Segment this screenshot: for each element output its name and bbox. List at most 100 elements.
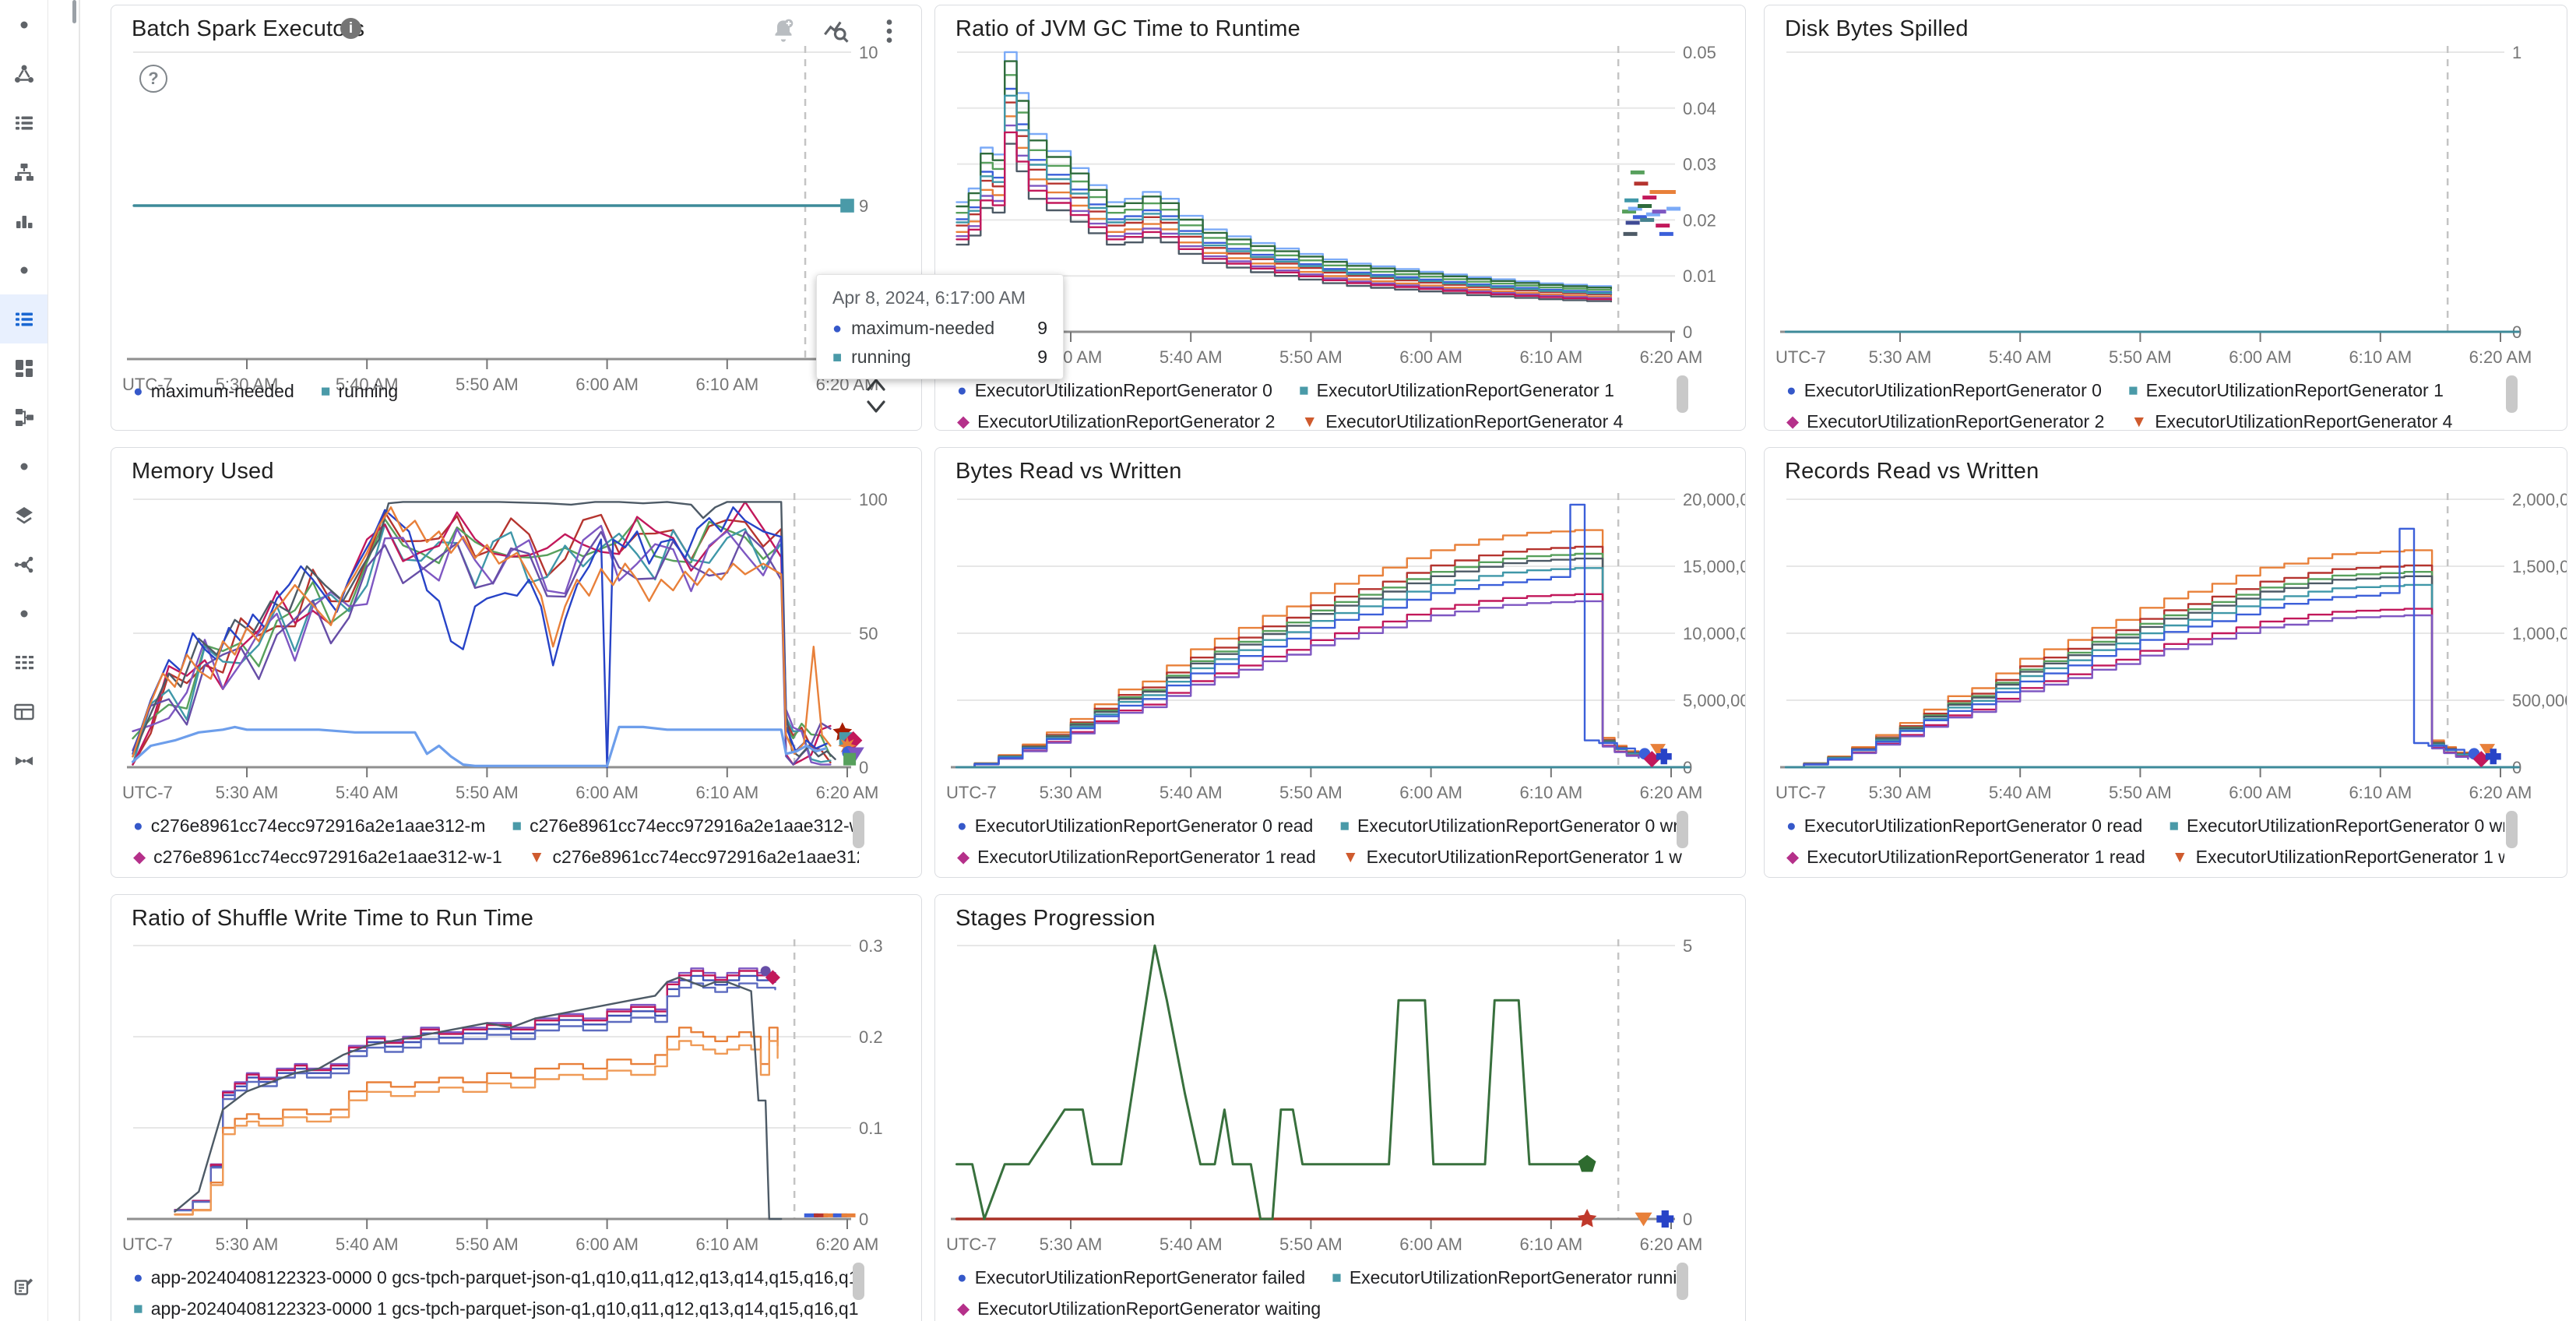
legend-marker: ▼ (1342, 848, 1359, 866)
explore-data-icon[interactable] (820, 15, 853, 48)
legend-item[interactable]: ◆ ExecutorUtilizationReportGenerator wait… (957, 1298, 1321, 1319)
svg-text:UTC-7: UTC-7 (122, 783, 173, 802)
legend-marker: ■ (320, 382, 331, 400)
legend-unfold-icon[interactable] (864, 373, 889, 422)
svg-text:5:30 AM: 5:30 AM (216, 783, 279, 802)
legend-item[interactable]: ■ ExecutorUtilizationReportGenerator 0 wr… (2169, 815, 2504, 837)
sidebar-item-gateway[interactable] (0, 736, 48, 785)
sidebar-item-schema[interactable] (0, 393, 48, 442)
bytes-rw-chart-canvas[interactable]: 20,000,000,000 15,000,000,000 10,000,000,0… (935, 448, 1745, 877)
legend-item[interactable]: ◆ c276e8961cc74ecc972916a2e1aae312-w-1 (133, 847, 502, 868)
executors-chart-canvas[interactable]: 1098UTC-75:30 AM5:40 AM5:50 AM6:00 AM6:1… (111, 5, 921, 430)
sidebar-item-dot-3[interactable] (0, 442, 48, 491)
sidebar-item-dot-2[interactable] (0, 245, 48, 294)
legend-item[interactable]: ▼ ExecutorUtilizationReportGenerator 4 (1301, 411, 1623, 430)
sidebar-item-bar-chart[interactable] (0, 196, 48, 245)
nav-release-notes-icon (14, 1278, 33, 1295)
sidebar-item-dot-4[interactable] (0, 589, 48, 638)
legend-item[interactable]: ■ running (321, 381, 398, 402)
legend-item[interactable]: ● app-20240408122323-0000 0 gcs-tpch-parq… (133, 1267, 859, 1288)
svg-text:5,000,000,000: 5,000,000,000 (1683, 691, 1745, 710)
legend-item[interactable]: ◆ ExecutorUtilizationReportGenerator 2 (1786, 411, 2104, 430)
svg-text:5:40 AM: 5:40 AM (336, 375, 399, 394)
legend-item[interactable]: ▼ ExecutorUtilizationReportGenerator 1 wr… (2172, 847, 2504, 868)
legend-scrollbar-thumb[interactable] (853, 811, 864, 848)
legend-item[interactable]: ■ ExecutorUtilizationReportGenerator runn… (1332, 1267, 1683, 1288)
legend-label: ExecutorUtilizationReportGenerator 0 wri… (2187, 815, 2504, 836)
records-rw-chart-canvas[interactable]: 2,000,000,000 1,500,000,000 1,000,000,000 5… (1765, 448, 2567, 877)
legend-item[interactable]: ● ExecutorUtilizationReportGenerator 0 re… (957, 815, 1313, 837)
tooltip-row: ■ running 9 (832, 347, 1047, 368)
legend-item[interactable]: ◆ ExecutorUtilizationReportGenerator 2 (957, 411, 1275, 430)
legend-scrollbar-thumb[interactable] (1677, 375, 1688, 413)
sidebar-item-hub[interactable] (0, 49, 48, 98)
legend-marker: ◆ (957, 848, 970, 866)
legend-item[interactable]: ■ ExecutorUtilizationReportGenerator 1 (1299, 380, 1614, 401)
more-options-icon[interactable] (873, 15, 906, 48)
legend-item[interactable]: ▼ c276e8961cc74ecc972916a2e1aae312-w-2 (529, 847, 859, 868)
legend-item[interactable]: ● maximum-needed (133, 381, 294, 402)
legend-label: ExecutorUtilizationReportGenerator 1 (2145, 380, 2444, 400)
legend-item[interactable]: ■ ExecutorUtilizationReportGenerator 1 (2128, 380, 2444, 401)
svg-text:0: 0 (859, 758, 868, 777)
svg-text:5:50 AM: 5:50 AM (456, 1235, 519, 1254)
series-marker: ● (832, 319, 843, 337)
scrollbar-thumb[interactable] (72, 0, 76, 23)
legend-label: ExecutorUtilizationReportGenerator runni… (1349, 1267, 1683, 1288)
info-icon[interactable]: i (340, 18, 361, 39)
legend-item[interactable]: ■ c276e8961cc74ecc972916a2e1aae312-w-0 (512, 815, 859, 837)
legend-marker: ● (957, 1269, 967, 1287)
shuffle-ratio-chart-canvas[interactable]: 0.3 0.2 0.1 0 UTC-7 5:30 AM 5:40 AM 5:50 AM 6:00… (111, 895, 921, 1321)
legend-label: ExecutorUtilizationReportGenerator 1 wri… (2195, 847, 2504, 867)
legend-item[interactable]: ● ExecutorUtilizationReportGenerator 0 (957, 380, 1272, 401)
legend-scrollbar-thumb[interactable] (1677, 811, 1688, 848)
sidebar-item-layers[interactable] (0, 491, 48, 540)
svg-text:9: 9 (859, 196, 868, 216)
svg-text:5:30 AM: 5:30 AM (1869, 347, 1932, 367)
legend-item[interactable]: ■ ExecutorUtilizationReportGenerator 0 wr… (1339, 815, 1683, 837)
svg-text:6:00 AM: 6:00 AM (1399, 783, 1462, 802)
svg-text:5:40 AM: 5:40 AM (336, 1235, 399, 1254)
scrollbar-track[interactable] (79, 0, 80, 1321)
sidebar-item-tree[interactable] (0, 147, 48, 196)
legend-scrollbar-thumb[interactable] (1677, 1263, 1688, 1300)
svg-text:10: 10 (859, 43, 878, 62)
legend-item[interactable]: ◆ ExecutorUtilizationReportGenerator 1 re… (957, 847, 1316, 868)
memory-used-chart-canvas[interactable]: 100 50 0 UTC-7 5:30 AM 5:40 AM 5:50 AM 6:00 AM 6… (111, 448, 921, 877)
legend-item[interactable]: ■ app-20240408122323-0000 1 gcs-tpch-parq… (133, 1298, 859, 1319)
stages-chart-canvas[interactable]: 5 0 UTC-7 5:30 AM 5:40 AM 5:50 AM 6:00 AM 6:10 … (935, 895, 1745, 1321)
legend-scrollbar-thumb[interactable] (2506, 375, 2518, 413)
sidebar-item-table[interactable] (0, 687, 48, 736)
svg-text:0.2: 0.2 (859, 1027, 883, 1047)
legend-marker: ■ (133, 1300, 143, 1318)
legend-item[interactable]: ● ExecutorUtilizationReportGenerator 0 (1786, 380, 2102, 401)
left-nav (0, 0, 48, 1321)
legend-item[interactable]: ▼ ExecutorUtilizationReportGenerator 1 wr… (1343, 847, 1683, 868)
sidebar-item-dashboard[interactable] (0, 343, 48, 393)
legend-scrollbar-thumb[interactable] (853, 1263, 864, 1300)
sidebar-item-batches[interactable] (0, 294, 48, 343)
legend-item[interactable]: ● c276e8961cc74ecc972916a2e1aae312-m (133, 815, 485, 837)
sidebar-item-list-dense[interactable] (0, 98, 48, 147)
disk-spilled-legend: ● ExecutorUtilizationReportGenerator 0 ■ Ex… (1786, 380, 2504, 430)
legend-marker: ■ (2127, 382, 2138, 400)
nav-layers-icon (15, 506, 33, 524)
legend-item[interactable]: ◆ ExecutorUtilizationReportGenerator 1 re… (1786, 847, 2145, 868)
add-alert-bell-icon[interactable] (767, 15, 800, 48)
help-icon[interactable]: ? (139, 65, 167, 93)
sidebar-item-graph[interactable] (0, 540, 48, 589)
legend-label: c276e8961cc74ecc972916a2e1aae312-w-0 (530, 815, 859, 836)
legend-item[interactable]: ▼ ExecutorUtilizationReportGenerator 4 (2131, 411, 2452, 430)
legend-marker: ● (1786, 382, 1797, 400)
legend-item[interactable]: ● ExecutorUtilizationReportGenerator 0 re… (1786, 815, 2142, 837)
legend-scrollbar-thumb[interactable] (2506, 811, 2518, 848)
stages-progression-card: 5 0 UTC-7 5:30 AM 5:40 AM 5:50 AM 6:00 AM 6:10 … (934, 894, 1746, 1321)
legend-marker: ◆ (133, 848, 146, 866)
sidebar-item-dot-1[interactable] (0, 0, 48, 49)
legend-item[interactable]: ● ExecutorUtilizationReportGenerator fail… (957, 1267, 1305, 1288)
nav-rows-grid-icon (15, 655, 33, 669)
legend-marker: ■ (1332, 1269, 1342, 1287)
sidebar-item-release-notes[interactable] (0, 1276, 48, 1299)
sidebar-item-rows-grid[interactable] (0, 638, 48, 687)
